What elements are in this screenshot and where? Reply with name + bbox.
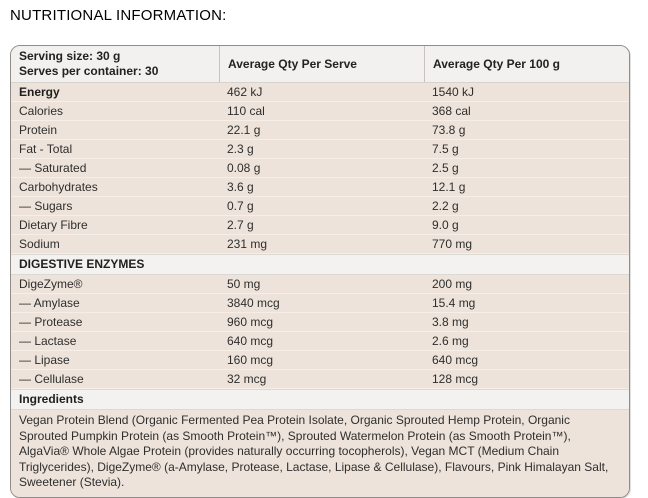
page: NUTRITIONAL INFORMATION: Serving size: 3…	[10, 7, 630, 498]
per-serve-value: 2.3 g	[227, 142, 254, 156]
per-serve-value: 640 mcg	[227, 334, 274, 348]
per-100g-value: 12.1 g	[432, 180, 466, 194]
table-row-sugars: — Sugars 0.7 g 2.2 g	[11, 197, 629, 216]
table-row-carbohydrates: Carbohydrates 3.6 g 12.1 g	[11, 178, 629, 197]
nutrient-label: Fat - Total	[19, 142, 73, 156]
per-serve-value: 960 mcg	[227, 315, 274, 329]
per-100g-value: 200 mg	[432, 277, 473, 291]
section-header-digestive-enzymes: DIGESTIVE ENZYMES	[11, 254, 629, 275]
table-row-calories: Calories 110 cal 368 cal	[11, 102, 629, 121]
per-100g-column-header: Average Qty Per 100 g	[424, 46, 629, 82]
table-row-digezyme: DigeZyme® 50 mg 200 mg	[11, 275, 629, 294]
per-100g-value: 1540 kJ	[432, 85, 475, 99]
per-100g-value: 2.5 g	[432, 161, 459, 175]
nutrient-label: — Amylase	[19, 296, 80, 310]
serves-per-container-text: Serves per container: 30	[19, 64, 159, 78]
nutrient-label: — Cellulase	[19, 372, 84, 386]
per-100g-value: 7.5 g	[432, 142, 459, 156]
nutrient-label: Calories	[19, 104, 64, 118]
table-row-amylase: — Amylase 3840 mcg 15.4 mg	[11, 294, 629, 313]
per-serve-value: 32 mcg	[227, 372, 267, 386]
per-serve-value: 110 cal	[227, 104, 265, 118]
per-serve-value: 2.7 g	[227, 218, 254, 232]
nutrient-label: Energy	[19, 85, 60, 99]
nutrient-label: Dietary Fibre	[19, 218, 88, 232]
page-title: NUTRITIONAL INFORMATION:	[10, 7, 227, 24]
per-serve-value: 0.08 g	[227, 161, 261, 175]
nutrient-label: DigeZyme®	[19, 277, 83, 291]
per-serve-value: 3.6 g	[227, 180, 254, 194]
per-serve-value: 160 mcg	[227, 353, 274, 367]
per-serve-column-header: Average Qty Per Serve	[219, 46, 424, 82]
nutrient-label: Sodium	[19, 237, 60, 251]
per-serve-value: 0.7 g	[227, 199, 254, 213]
table-row-fat-total: Fat - Total 2.3 g 7.5 g	[11, 140, 629, 159]
nutrient-label: Protein	[19, 123, 58, 137]
ingredients-paragraph: Vegan Protein Blend (Organic Fermented P…	[11, 410, 629, 497]
table-row-energy: Energy 462 kJ 1540 kJ	[11, 83, 629, 102]
nutrient-label: — Saturated	[19, 161, 87, 175]
nutrient-label: — Sugars	[19, 199, 73, 213]
serving-info-header: Serving size: 30 g Serves per container:…	[11, 46, 219, 82]
per-serve-value: 462 kJ	[227, 85, 263, 99]
nutrition-table: Serving size: 30 g Serves per container:…	[10, 45, 630, 498]
per-100g-value: 9.0 g	[432, 218, 459, 232]
table-row-protein: Protein 22.1 g 73.8 g	[11, 121, 629, 140]
table-row-lipase: — Lipase 160 mcg 640 mcg	[11, 351, 629, 370]
per-100g-value: 15.4 mg	[432, 296, 476, 310]
nutrient-label: — Lipase	[19, 353, 70, 367]
section-title: DIGESTIVE ENZYMES	[19, 257, 145, 271]
per-100g-value: 368 cal	[432, 104, 471, 118]
per-100g-value: 2.2 g	[432, 199, 459, 213]
table-row-protease: — Protease 960 mcg 3.8 mg	[11, 313, 629, 332]
section-header-ingredients: Ingredients	[11, 389, 629, 410]
section-title: Ingredients	[19, 392, 84, 406]
serving-size-text: Serving size: 30 g	[19, 49, 121, 63]
table-row-cellulase: — Cellulase 32 mcg 128 mcg	[11, 370, 629, 389]
per-serve-value: 231 mg	[227, 237, 268, 251]
per-100g-value: 640 mcg	[432, 353, 479, 367]
per-100g-value: 770 mg	[432, 237, 473, 251]
per-serve-value: 22.1 g	[227, 123, 261, 137]
per-100g-value: 2.6 mg	[432, 334, 469, 348]
nutrient-label: — Lactase	[19, 334, 77, 348]
per-100g-value: 73.8 g	[432, 123, 466, 137]
per-100g-value: 3.8 mg	[432, 315, 469, 329]
nutrient-label: Carbohydrates	[19, 180, 98, 194]
per-serve-value: 50 mg	[227, 277, 261, 291]
table-row-dietary-fibre: Dietary Fibre 2.7 g 9.0 g	[11, 216, 629, 235]
table-row-saturated: — Saturated 0.08 g 2.5 g	[11, 159, 629, 178]
per-serve-value: 3840 mcg	[227, 296, 280, 310]
table-row-lactase: — Lactase 640 mcg 2.6 mg	[11, 332, 629, 351]
table-header-row: Serving size: 30 g Serves per container:…	[11, 46, 629, 83]
table-row-sodium: Sodium 231 mg 770 mg	[11, 235, 629, 254]
per-100g-value: 128 mcg	[432, 372, 479, 386]
nutrient-label: — Protease	[19, 315, 83, 329]
